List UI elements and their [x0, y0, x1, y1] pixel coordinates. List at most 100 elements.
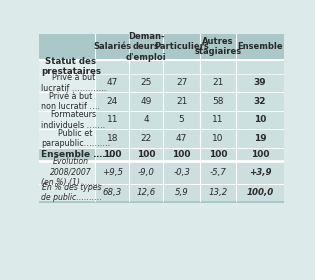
Bar	[39, 92, 95, 111]
Text: -0,3: -0,3	[173, 168, 190, 177]
Bar	[163, 184, 200, 201]
Text: 68,3: 68,3	[103, 188, 122, 197]
Bar	[129, 60, 163, 74]
Text: Particuliers: Particuliers	[154, 42, 209, 51]
Bar	[39, 201, 284, 203]
Text: 21: 21	[212, 78, 224, 87]
Text: -9,0: -9,0	[138, 168, 155, 177]
Bar	[129, 111, 163, 129]
Text: +3,9: +3,9	[249, 168, 271, 177]
Bar	[129, 74, 163, 92]
Bar	[129, 129, 163, 148]
Text: 27: 27	[176, 78, 187, 87]
Bar	[163, 161, 200, 184]
Text: 32: 32	[254, 97, 266, 106]
Bar	[163, 111, 200, 129]
Bar	[236, 92, 284, 111]
Bar	[200, 184, 236, 201]
Text: 100: 100	[251, 150, 269, 158]
Bar	[129, 34, 163, 60]
Bar	[39, 148, 95, 161]
Text: Ensemble: Ensemble	[237, 42, 283, 51]
Text: 100: 100	[137, 150, 156, 158]
Text: Deman-
deurs
d'emploi: Deman- deurs d'emploi	[126, 32, 167, 62]
Bar	[95, 129, 129, 148]
Bar	[200, 92, 236, 111]
Text: Salariés: Salariés	[93, 42, 131, 51]
Text: Autres
stagiaires: Autres stagiaires	[194, 37, 242, 56]
Text: Évolution
2008/2007
(en %) (1) …….: Évolution 2008/2007 (en %) (1) …….	[41, 157, 100, 187]
Bar	[129, 184, 163, 201]
Bar	[129, 92, 163, 111]
Bar	[200, 34, 236, 60]
Bar	[39, 161, 95, 184]
Bar	[95, 74, 129, 92]
Bar	[129, 148, 163, 161]
Text: Ensemble …….: Ensemble …….	[41, 150, 115, 158]
Text: 100: 100	[103, 150, 122, 158]
Bar	[200, 129, 236, 148]
Bar	[39, 60, 95, 74]
Bar	[200, 111, 236, 129]
Text: 11: 11	[212, 115, 224, 124]
Bar	[95, 60, 129, 74]
Text: 100: 100	[209, 150, 227, 158]
Bar	[236, 161, 284, 184]
Text: 10: 10	[254, 115, 266, 124]
Text: 100,0: 100,0	[246, 188, 273, 197]
Bar	[163, 74, 200, 92]
Bar	[95, 148, 129, 161]
Bar	[236, 129, 284, 148]
Bar	[163, 148, 200, 161]
Text: 22: 22	[141, 134, 152, 143]
Text: 100: 100	[172, 150, 191, 158]
Text: 4: 4	[144, 115, 149, 124]
Text: 39: 39	[254, 78, 266, 87]
Bar	[236, 60, 284, 74]
Text: 13,2: 13,2	[209, 188, 228, 197]
Bar	[39, 34, 95, 60]
Bar	[95, 111, 129, 129]
Text: +9,5: +9,5	[102, 168, 123, 177]
Text: 25: 25	[140, 78, 152, 87]
Bar	[236, 34, 284, 60]
Bar	[236, 74, 284, 92]
Text: 49: 49	[140, 97, 152, 106]
Text: 24: 24	[106, 97, 118, 106]
Text: Privé à but
lucratif ………….: Privé à but lucratif ………….	[41, 73, 106, 93]
Bar	[163, 34, 200, 60]
Bar	[163, 92, 200, 111]
Text: 21: 21	[176, 97, 187, 106]
Bar	[236, 148, 284, 161]
Bar	[163, 129, 200, 148]
Bar	[95, 34, 129, 60]
Bar	[39, 111, 95, 129]
Text: Statut des
prestataires: Statut des prestataires	[41, 57, 101, 76]
Text: Public et
parapublic……….: Public et parapublic……….	[41, 129, 110, 148]
Bar	[200, 74, 236, 92]
Text: -5,7: -5,7	[209, 168, 226, 177]
Bar	[39, 74, 95, 92]
Bar	[129, 161, 163, 184]
Text: 58: 58	[212, 97, 224, 106]
Text: Privé à but
non lucratif ….: Privé à but non lucratif ….	[41, 92, 100, 111]
Bar	[95, 184, 129, 201]
Text: 11: 11	[106, 115, 118, 124]
Bar	[39, 129, 95, 148]
Text: 5: 5	[179, 115, 185, 124]
Bar	[39, 184, 95, 201]
Text: 12,6: 12,6	[137, 188, 156, 197]
Bar	[163, 60, 200, 74]
Bar	[200, 148, 236, 161]
Text: Formateurs
individuels …….: Formateurs individuels …….	[41, 110, 105, 130]
Text: 47: 47	[106, 78, 118, 87]
Bar	[200, 161, 236, 184]
Text: 47: 47	[176, 134, 187, 143]
Text: 19: 19	[254, 134, 266, 143]
Text: 18: 18	[106, 134, 118, 143]
Bar	[236, 111, 284, 129]
Text: En % des types
de public……….: En % des types de public……….	[41, 183, 102, 202]
Text: 10: 10	[212, 134, 224, 143]
Text: 5,9: 5,9	[175, 188, 188, 197]
Bar	[95, 92, 129, 111]
